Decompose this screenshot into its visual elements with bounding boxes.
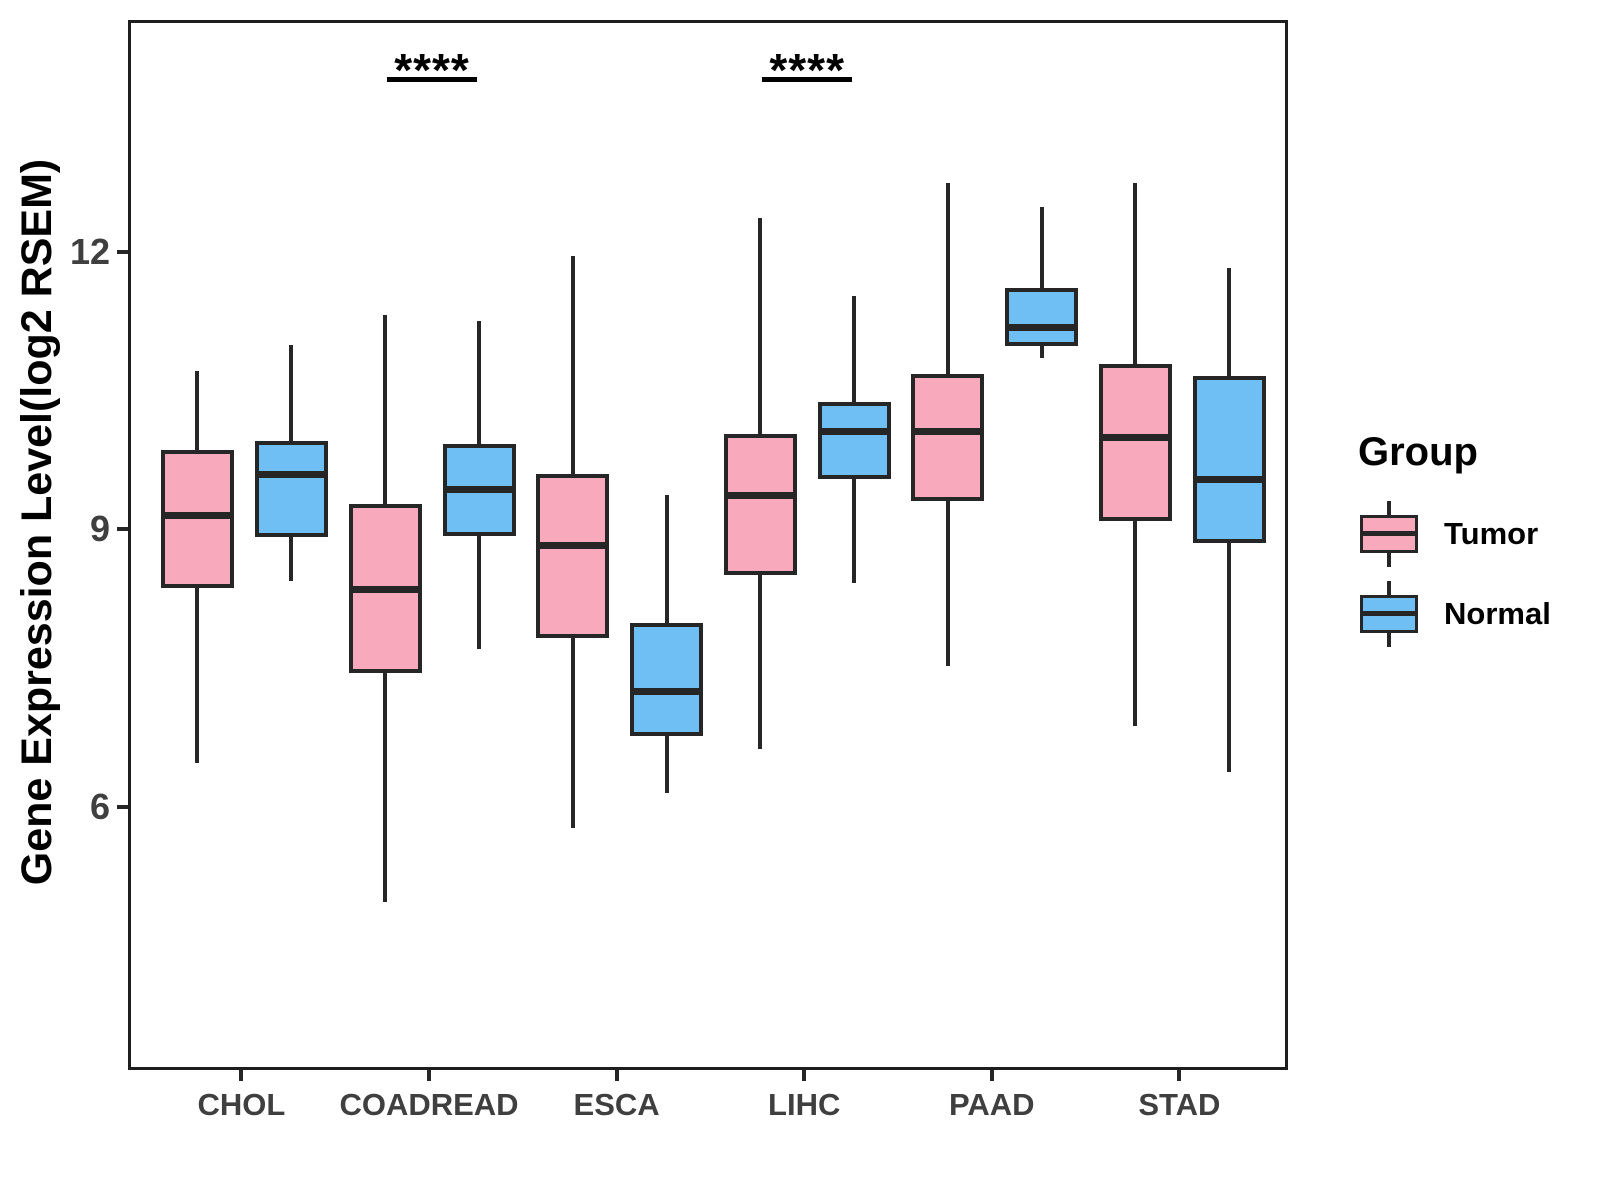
box-STAD-Tumor xyxy=(1098,363,1172,521)
box-LIHC-Tumor xyxy=(723,433,797,576)
legend-item-tumor: Tumor xyxy=(1360,501,1590,567)
box-CHOL-Tumor xyxy=(160,449,234,589)
significance-bar-LIHC xyxy=(762,77,853,82)
x-axis-tick-CHOL xyxy=(239,1070,244,1081)
x-tick-label-CHOL: CHOL xyxy=(197,1087,286,1122)
median-CHOL-Tumor xyxy=(160,511,234,519)
upper-whisker-COADREAD-Normal xyxy=(477,321,481,445)
median-CHOL-Normal xyxy=(254,471,328,479)
y-tick-label-12: 12 xyxy=(69,230,110,272)
lower-whisker-STAD-Normal xyxy=(1227,543,1232,773)
median-LIHC-Normal xyxy=(817,427,891,435)
median-ESCA-Tumor xyxy=(536,542,610,550)
legend-item-normal: Normal xyxy=(1360,581,1590,647)
median-COADREAD-Tumor xyxy=(348,585,422,593)
normal-boxplot-swatch-icon xyxy=(1360,581,1418,647)
legend-label-tumor: Tumor xyxy=(1444,516,1539,551)
x-tick-label-PAAD: PAAD xyxy=(949,1087,1035,1122)
y-axis-tick-9 xyxy=(117,527,128,531)
median-PAAD-Tumor xyxy=(911,427,985,435)
upper-whisker-LIHC-Normal xyxy=(852,296,857,402)
legend: Group Tumor Normal xyxy=(1340,430,1590,661)
lower-whisker-PAAD-Normal xyxy=(1039,346,1044,359)
y-axis-tick-6 xyxy=(117,804,128,809)
y-axis-tick-12 xyxy=(117,249,128,254)
box-ESCA-Tumor xyxy=(536,473,610,639)
median-COADREAD-Normal xyxy=(442,485,516,493)
upper-whisker-STAD-Tumor xyxy=(1133,183,1138,364)
upper-whisker-CHOL-Tumor xyxy=(195,371,200,450)
y-tick-label-9: 9 xyxy=(89,508,110,549)
lower-whisker-LIHC-Normal xyxy=(852,479,857,583)
lower-whisker-ESCA-Normal xyxy=(664,736,669,793)
lower-whisker-COADREAD-Tumor xyxy=(383,672,387,902)
median-LIHC-Tumor xyxy=(723,492,797,500)
tumor-boxplot-swatch-icon xyxy=(1360,501,1418,567)
x-axis-tick-COADREAD xyxy=(427,1070,431,1081)
upper-whisker-PAAD-Tumor xyxy=(945,183,950,374)
box-STAD-Normal xyxy=(1192,375,1266,544)
upper-whisker-PAAD-Normal xyxy=(1039,207,1044,288)
lower-whisker-CHOL-Normal xyxy=(289,536,294,582)
legend-label-normal: Normal xyxy=(1444,596,1551,631)
box-ESCA-Normal xyxy=(630,622,704,737)
lower-whisker-STAD-Tumor xyxy=(1133,520,1138,727)
legend-title: Group xyxy=(1358,430,1478,474)
median-STAD-Tumor xyxy=(1098,434,1172,442)
x-axis-tick-STAD xyxy=(1177,1070,1182,1081)
box-PAAD-Tumor xyxy=(911,373,985,501)
median-PAAD-Normal xyxy=(1005,324,1079,332)
x-tick-label-COADREAD: COADREAD xyxy=(339,1087,519,1122)
median-STAD-Normal xyxy=(1192,475,1266,483)
significance-bar-COADREAD xyxy=(387,77,477,82)
y-tick-label-6: 6 xyxy=(89,785,110,827)
upper-whisker-LIHC-Tumor xyxy=(758,217,763,434)
upper-whisker-CHOL-Normal xyxy=(289,345,294,442)
box-PAAD-Normal xyxy=(1005,287,1079,347)
upper-whisker-STAD-Normal xyxy=(1227,268,1232,376)
x-tick-label-STAD: STAD xyxy=(1138,1087,1221,1122)
x-tick-label-LIHC: LIHC xyxy=(768,1087,841,1122)
upper-whisker-ESCA-Tumor xyxy=(570,256,575,474)
upper-whisker-COADREAD-Tumor xyxy=(383,314,387,505)
box-CHOL-Normal xyxy=(254,441,328,537)
significance-stars-LIHC: **** xyxy=(769,44,845,96)
significance-stars-COADREAD: **** xyxy=(394,44,470,96)
x-axis-tick-PAAD xyxy=(989,1070,994,1081)
lower-whisker-COADREAD-Normal xyxy=(477,535,481,650)
lower-whisker-LIHC-Tumor xyxy=(758,575,763,750)
x-tick-label-ESCA: ESCA xyxy=(573,1087,660,1122)
lower-whisker-ESCA-Tumor xyxy=(570,638,575,828)
lower-whisker-PAAD-Tumor xyxy=(945,500,950,667)
x-axis-tick-LIHC xyxy=(802,1070,807,1081)
x-axis-tick-ESCA xyxy=(614,1070,619,1081)
upper-whisker-ESCA-Normal xyxy=(664,495,669,623)
box-LIHC-Normal xyxy=(817,401,891,480)
plot-panel: **** **** xyxy=(128,20,1288,1070)
lower-whisker-CHOL-Tumor xyxy=(195,588,200,764)
median-ESCA-Normal xyxy=(630,687,704,695)
